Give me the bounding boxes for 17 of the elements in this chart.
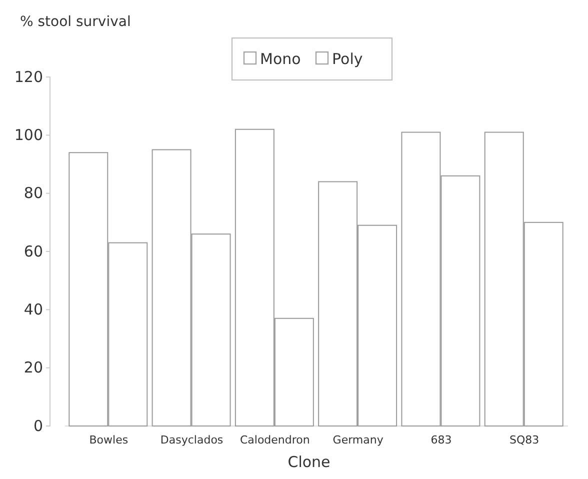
y-tick-label: 100 (14, 126, 43, 144)
x-tick-label: Dasyclados (160, 433, 224, 446)
x-axis-title: Clone (288, 453, 330, 471)
x-tick-label: SQ83 (510, 433, 540, 446)
x-tick-label: Bowles (89, 433, 128, 446)
x-tick-label: Germany (332, 433, 384, 446)
x-tick-label: 683 (430, 433, 452, 446)
y-tick-label: 0 (33, 416, 43, 435)
y-tick-label: 80 (24, 184, 43, 202)
y-axis-title: % stool survival (20, 14, 131, 30)
y-tick-label: 40 (24, 300, 43, 318)
y-tick-label: 60 (24, 242, 43, 260)
y-tick-label: 20 (24, 358, 43, 377)
legend-label: Mono (260, 50, 301, 68)
x-tick-label: Calodendron (240, 433, 310, 446)
legend-label: Poly (332, 50, 363, 68)
y-tick-label: 120 (14, 68, 43, 86)
